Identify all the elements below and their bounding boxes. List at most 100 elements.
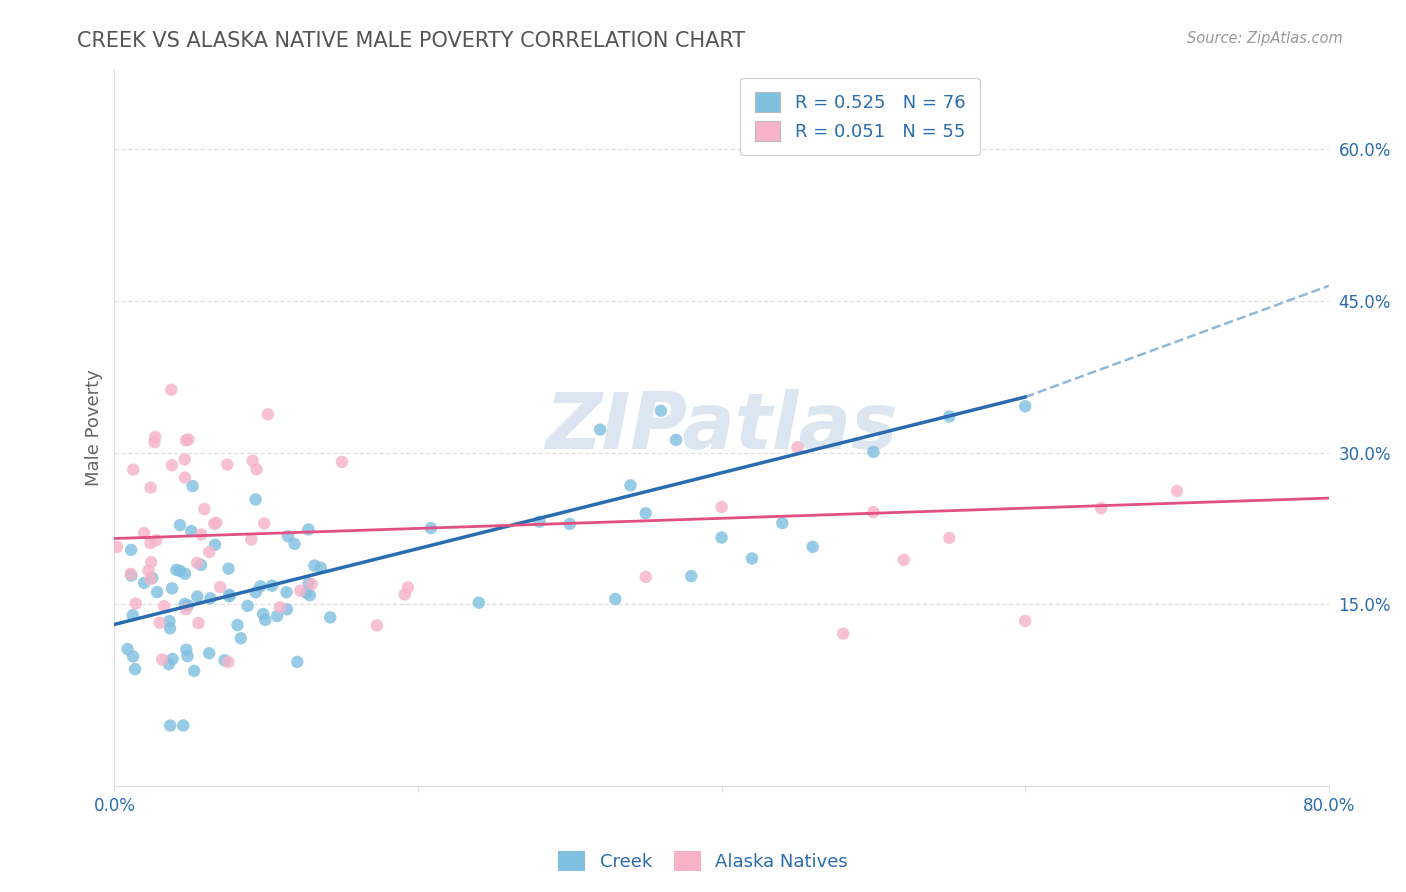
Point: [249, 579, 271, 593]
Point: [217, 458, 239, 472]
Point: [832, 626, 855, 640]
Point: [257, 407, 280, 421]
Point: [181, 479, 204, 493]
Point: [141, 555, 163, 569]
Point: [245, 585, 267, 599]
Point: [285, 655, 308, 669]
Point: [770, 516, 793, 530]
Point: [173, 452, 195, 467]
Point: [159, 614, 181, 628]
Point: [177, 433, 200, 447]
Point: [159, 621, 181, 635]
Point: [204, 538, 226, 552]
Point: [650, 404, 672, 418]
Point: [304, 558, 326, 573]
Point: [240, 533, 263, 547]
Point: [174, 470, 197, 484]
Point: [153, 599, 176, 614]
Point: [187, 615, 209, 630]
Point: [173, 597, 195, 611]
Point: [169, 564, 191, 578]
Point: [172, 718, 194, 732]
Point: [1090, 501, 1112, 516]
Point: [1166, 483, 1188, 498]
Point: [284, 537, 307, 551]
Point: [174, 566, 197, 581]
Point: [160, 383, 183, 397]
Point: [218, 561, 240, 575]
Y-axis label: Male Poverty: Male Poverty: [86, 369, 103, 486]
Point: [180, 524, 202, 538]
Point: [105, 540, 128, 554]
Point: [276, 585, 298, 599]
Point: [254, 613, 277, 627]
Text: CREEK VS ALASKA NATIVE MALE POVERTY CORRELATION CHART: CREEK VS ALASKA NATIVE MALE POVERTY CORR…: [77, 31, 745, 51]
Point: [122, 462, 145, 476]
Point: [589, 423, 612, 437]
Point: [198, 646, 221, 660]
Point: [150, 652, 173, 666]
Point: [260, 579, 283, 593]
Point: [162, 652, 184, 666]
Point: [120, 566, 142, 581]
Point: [801, 540, 824, 554]
Point: [681, 569, 703, 583]
Point: [218, 590, 240, 604]
Point: [174, 434, 197, 448]
Point: [209, 580, 232, 594]
Point: [149, 615, 172, 630]
Legend: Creek, Alaska Natives: Creek, Alaska Natives: [551, 844, 855, 879]
Point: [245, 462, 267, 476]
Point: [242, 454, 264, 468]
Point: [186, 590, 208, 604]
Point: [176, 649, 198, 664]
Point: [139, 572, 162, 586]
Point: [120, 542, 142, 557]
Point: [420, 521, 443, 535]
Point: [330, 455, 353, 469]
Point: [229, 632, 252, 646]
Point: [619, 478, 641, 492]
Point: [710, 500, 733, 514]
Point: [121, 608, 143, 623]
Point: [145, 533, 167, 548]
Point: [938, 531, 960, 545]
Point: [786, 440, 808, 454]
Point: [396, 581, 419, 595]
Point: [245, 492, 267, 507]
Point: [266, 609, 288, 624]
Point: [862, 505, 884, 519]
Point: [665, 433, 688, 447]
Point: [132, 526, 155, 541]
Point: [295, 585, 318, 599]
Point: [269, 600, 291, 615]
Point: [138, 564, 160, 578]
Legend: R = 0.525   N = 76, R = 0.051   N = 55: R = 0.525 N = 76, R = 0.051 N = 55: [741, 78, 980, 155]
Point: [183, 664, 205, 678]
Point: [193, 502, 215, 516]
Point: [202, 516, 225, 531]
Point: [236, 599, 259, 613]
Text: ZIPatlas: ZIPatlas: [546, 389, 897, 466]
Point: [143, 435, 166, 450]
Point: [558, 516, 581, 531]
Point: [741, 551, 763, 566]
Point: [157, 657, 180, 672]
Point: [169, 518, 191, 533]
Point: [174, 602, 197, 616]
Point: [253, 516, 276, 531]
Point: [252, 607, 274, 621]
Point: [190, 527, 212, 541]
Point: [290, 583, 312, 598]
Point: [394, 587, 416, 601]
Point: [124, 662, 146, 676]
Point: [226, 618, 249, 632]
Point: [165, 563, 187, 577]
Point: [125, 597, 148, 611]
Point: [1014, 399, 1036, 413]
Point: [139, 481, 162, 495]
Point: [120, 568, 142, 582]
Point: [141, 571, 163, 585]
Point: [218, 588, 240, 602]
Point: [710, 531, 733, 545]
